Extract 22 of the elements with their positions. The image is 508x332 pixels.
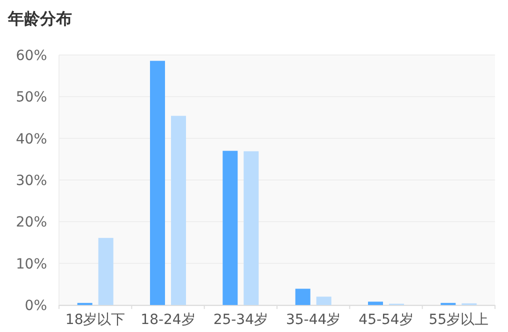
bar (150, 60, 165, 305)
bar (222, 150, 238, 305)
x-tick-label: 35-44岁 (286, 312, 341, 328)
bar (171, 116, 186, 305)
x-tick-label: 55岁以上 (428, 312, 489, 328)
y-tick-label: 50% (16, 90, 47, 106)
bar (295, 288, 310, 305)
x-tick-label: 18岁以下 (65, 312, 126, 328)
chart-title: 年龄分布 (7, 9, 72, 28)
x-tick-label: 45-54岁 (358, 312, 414, 328)
y-tick-label: 20% (16, 214, 47, 231)
bar (368, 302, 383, 305)
y-tick-label: 10% (16, 256, 47, 272)
x-tick-label: 25-34岁 (213, 312, 268, 328)
y-tick-label: 0% (24, 298, 47, 314)
bar (98, 238, 114, 305)
y-tick-label: 40% (16, 131, 47, 148)
y-tick-label: 30% (16, 173, 47, 189)
bar (316, 296, 332, 305)
bar (244, 151, 259, 305)
y-tick-label: 60% (16, 48, 47, 64)
x-tick-label: 18-24岁 (140, 312, 196, 328)
